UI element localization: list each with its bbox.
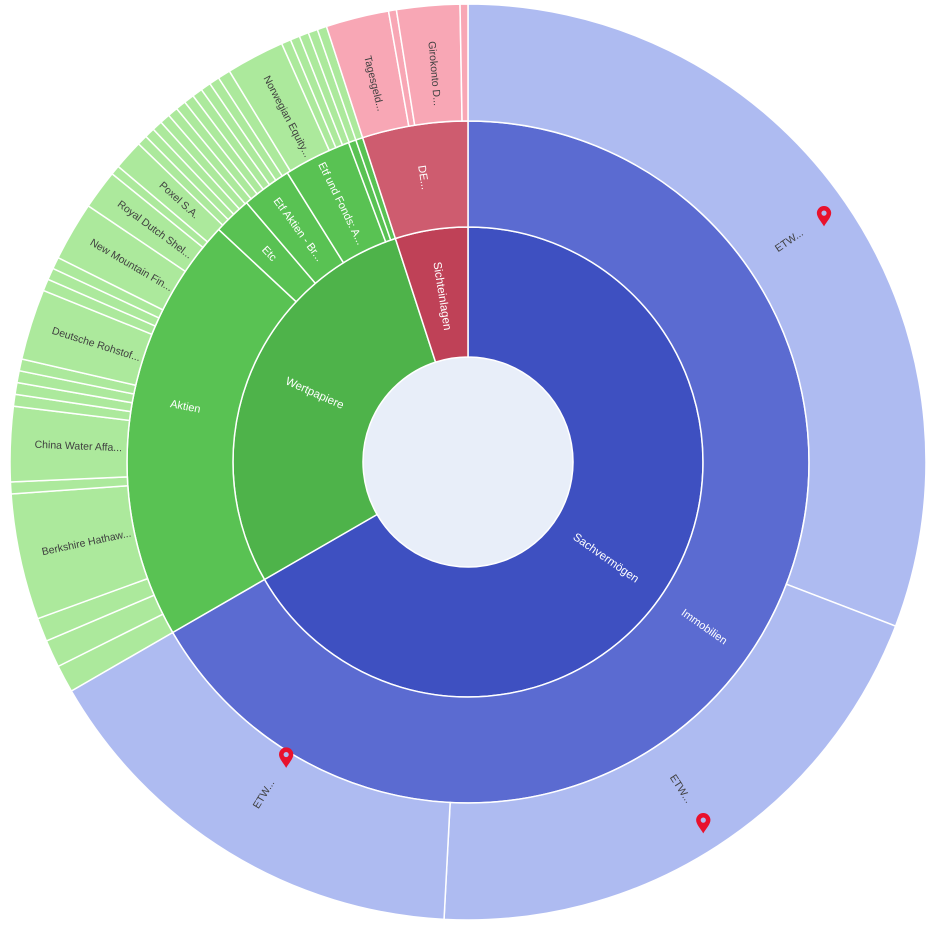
segment-label: Girokonto D... — [425, 41, 443, 107]
segment-label: DE... — [415, 165, 431, 191]
chart-center-hole — [363, 357, 573, 567]
segment-label: China Water Affa... — [34, 439, 122, 455]
sunburst-segment-etw[interactable] — [467, 3, 927, 628]
segment-label: Aktien — [169, 398, 201, 416]
location-pin-icon — [279, 747, 294, 768]
sunburst-segment-etw[interactable] — [443, 583, 897, 921]
sunburst-segment-sliver[interactable] — [459, 3, 469, 122]
location-pin-icon — [696, 813, 711, 834]
location-pin-icon — [816, 206, 832, 227]
